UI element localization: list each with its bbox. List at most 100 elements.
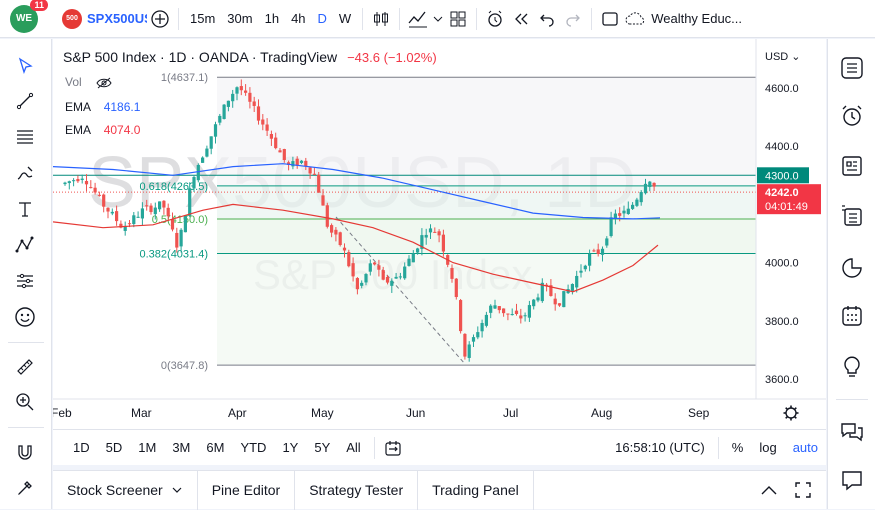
candle-body (325, 205, 329, 227)
candle-body (553, 298, 557, 305)
emoji-icon[interactable] (12, 304, 38, 330)
time-tick: May (311, 406, 334, 420)
ema-fast-legend[interactable]: EMA 4186.1 (65, 100, 140, 114)
brush-icon[interactable] (12, 160, 38, 186)
maximize-panel-icon[interactable] (790, 477, 816, 503)
fib-zone (217, 218, 756, 254)
range-1y[interactable]: 1Y (282, 440, 299, 455)
goto-date-icon[interactable] (380, 435, 406, 461)
volume-legend[interactable]: Vol (65, 75, 113, 89)
time-tick: Mar (131, 406, 152, 420)
ideas-lightbulb-icon[interactable] (837, 351, 867, 381)
undo-icon[interactable] (534, 6, 560, 32)
chevron-down-icon[interactable] (171, 485, 183, 495)
zoom-in-icon[interactable] (12, 389, 38, 415)
candle-body (63, 182, 67, 185)
interval-4h[interactable]: 4h (291, 11, 306, 26)
auto-toggle[interactable]: auto (792, 440, 818, 455)
divider (8, 342, 44, 343)
fullscreen-icon[interactable] (597, 6, 623, 32)
range-all[interactable]: All (346, 440, 361, 455)
interval-1h[interactable]: 1h (264, 11, 280, 26)
pattern-icon[interactable] (12, 232, 38, 258)
collapse-panel-icon[interactable] (756, 477, 782, 503)
fib-level-label: 1(4637.1) (161, 72, 208, 84)
alert-icon[interactable] (482, 6, 508, 32)
fib-retracement-icon[interactable] (12, 124, 38, 150)
candle-body (514, 310, 519, 315)
candle-body (368, 263, 372, 272)
watchlist-icon[interactable] (837, 53, 867, 83)
divider (373, 436, 375, 459)
candles-icon[interactable] (368, 6, 394, 32)
redo-icon[interactable] (560, 6, 586, 32)
range-5d[interactable]: 5D (105, 440, 123, 455)
chevron-down-icon[interactable] (431, 6, 445, 32)
divider (476, 7, 478, 30)
chats-icon[interactable] (837, 417, 867, 447)
chat-bubble-icon[interactable] (837, 465, 867, 495)
range-ytd[interactable]: YTD (240, 440, 267, 455)
candle-body (299, 160, 304, 163)
candle-body (360, 282, 364, 286)
price-tick: 4000.0 (765, 258, 799, 270)
interval-d[interactable]: D (317, 11, 327, 26)
layout-name[interactable]: Wealthy Educ... (651, 11, 743, 26)
lock-drawings-icon[interactable] (12, 475, 38, 501)
calendar-icon[interactable] (837, 301, 867, 331)
symbol-search[interactable]: SPX500USD (87, 11, 147, 26)
percent-toggle[interactable]: % (731, 440, 744, 455)
range-1m[interactable]: 1M (138, 440, 157, 455)
range-6m[interactable]: 6M (206, 440, 225, 455)
interval-w[interactable]: W (338, 11, 352, 26)
candle-body (123, 226, 127, 231)
candle-body (338, 232, 342, 246)
candle-body (480, 322, 484, 332)
user-avatar[interactable]: WE 11 (10, 0, 48, 33)
candle-body (476, 332, 480, 338)
highlight-price-tag (757, 167, 809, 184)
compare-add-icon[interactable] (147, 6, 173, 32)
candle-body (527, 305, 531, 318)
interval-30m[interactable]: 30m (227, 11, 253, 26)
data-window-icon[interactable] (837, 201, 867, 231)
price-tick: 3800.0 (765, 316, 799, 328)
log-toggle[interactable]: log (759, 440, 777, 455)
settings-gear-icon[interactable] (785, 407, 797, 419)
interval-group: 15m 30m 1h 4h D W (184, 11, 357, 26)
range-1d[interactable]: 1D (73, 440, 90, 455)
divider (836, 399, 868, 400)
candle-body (493, 305, 497, 309)
interval-15m[interactable]: 15m (190, 11, 216, 26)
candle-body (80, 178, 84, 180)
range-3m[interactable]: 3M (172, 440, 191, 455)
indicators-icon[interactable] (405, 6, 431, 32)
candle-body (609, 217, 613, 237)
text-icon[interactable] (12, 196, 38, 222)
candle-body (631, 204, 635, 209)
hotlist-icon[interactable] (837, 253, 867, 283)
trend-line-icon[interactable] (12, 88, 38, 114)
price-chart[interactable]: SPX500USD, 1DS&P 500 Index1(4637.1)0.618… (53, 39, 826, 429)
candle-body (119, 223, 123, 228)
prediction-icon[interactable] (12, 268, 38, 294)
tab-strategy-tester[interactable]: Strategy Tester (295, 470, 419, 510)
ema-slow-legend[interactable]: EMA 4074.0 (65, 123, 140, 137)
templates-icon[interactable] (445, 6, 471, 32)
chart-pane[interactable]: SPX500USD, 1DS&P 500 Index1(4637.1)0.618… (53, 39, 826, 429)
cursor-icon[interactable] (12, 53, 38, 79)
cloud-icon[interactable] (623, 6, 649, 32)
eye-hidden-icon[interactable] (95, 77, 113, 89)
tab-pine-editor[interactable]: Pine Editor (198, 470, 296, 510)
clock-timezone[interactable]: 16:58:10 (UTC) (615, 440, 705, 455)
ruler-icon[interactable] (12, 354, 38, 380)
replay-icon[interactable] (508, 6, 534, 32)
alarm-clock-icon[interactable] (837, 101, 867, 131)
range-5y[interactable]: 5Y (314, 440, 331, 455)
magnet-icon[interactable] (12, 439, 38, 465)
tab-trading-panel[interactable]: Trading Panel (418, 470, 534, 510)
news-icon[interactable] (837, 151, 867, 181)
price-tick: 4600.0 (765, 83, 799, 95)
tab-stock-screener[interactable]: Stock Screener (53, 470, 198, 510)
candle-body (540, 282, 544, 302)
